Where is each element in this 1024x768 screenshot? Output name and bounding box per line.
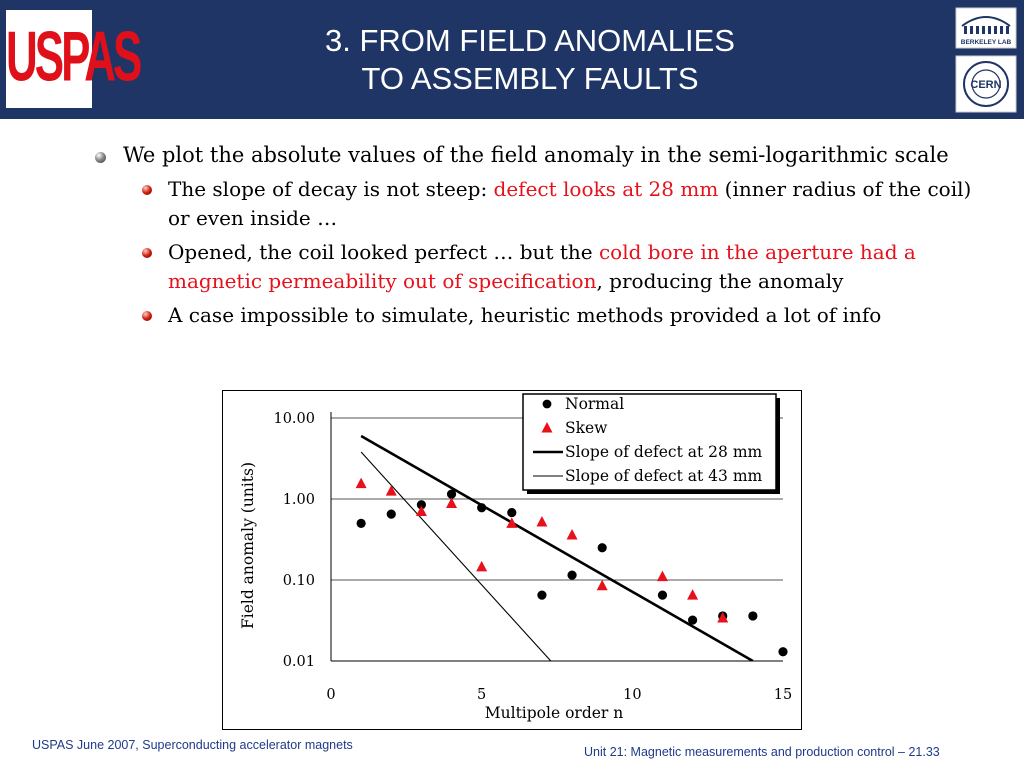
normal-point-9 xyxy=(657,590,668,600)
normal-point-13 xyxy=(778,647,788,657)
skew-point-4 xyxy=(476,560,488,572)
normal-point-2 xyxy=(416,500,426,510)
slide-title: 3. FROM FIELD ANOMALIES TO ASSEMBLY FAUL… xyxy=(190,22,870,98)
footer-right: Unit 21: Magnetic measurements and produ… xyxy=(584,745,940,759)
slope-28mm-line xyxy=(360,434,754,661)
field-anomaly-chart: 10.00 1.00 0.10 0.01 0 5 10 15 Multipole order n… xyxy=(239,393,792,722)
skew-point-8 xyxy=(596,579,608,591)
uspas-logo: USPAS xyxy=(6,10,142,108)
normal-point-3 xyxy=(446,489,457,499)
bullet-sub-3-marker xyxy=(142,311,152,321)
bullet-sub-1-text-b: (inner radius of the coil) or even insid… xyxy=(168,177,972,230)
legend-normal-label: Normal xyxy=(565,395,624,413)
y-axis-title: Field anomaly (units) xyxy=(239,462,257,629)
title-line-1: 3. FROM FIELD ANOMALIES xyxy=(325,23,735,58)
y-tick-label-10.00: 10.00 xyxy=(273,411,315,427)
y-tick-label-1.00: 1.00 xyxy=(283,492,315,508)
normal-point-10 xyxy=(688,615,698,625)
y-tick-label-0.10: 0.10 xyxy=(283,573,315,589)
bullet-main-text: We plot the absolute values of the field… xyxy=(123,143,949,167)
legend-skew-marker xyxy=(541,422,553,433)
cern-logo: CERN xyxy=(955,55,1017,113)
bullet-sub-1: The slope of decay is not steep: defect … xyxy=(142,175,995,233)
legend-slope-28mm-label: Slope of defect at 28 mm xyxy=(565,443,763,461)
normal-point-5 xyxy=(507,507,517,518)
legend-slope-43mm-label: Slope of defect at 43 mm xyxy=(565,467,763,485)
bullet-sub-1-marker xyxy=(142,185,152,195)
skew-point-5 xyxy=(506,517,518,528)
berkeley-lab-logo: BERKELEY LAB xyxy=(955,7,1017,49)
skew-point-6 xyxy=(536,516,548,527)
bullet-list: We plot the absolute values of the field… xyxy=(95,140,995,335)
bullet-main-marker xyxy=(95,152,106,163)
bullet-sub-3-text: A case impossible to simulate, heuristic… xyxy=(168,303,882,327)
x-tick-label-15: 15 xyxy=(774,687,792,703)
slide-header: USPAS 3. FROM FIELD ANOMALIES TO ASSEMBL… xyxy=(0,0,1024,119)
slope-43mm-line xyxy=(360,451,552,661)
skew-point-0 xyxy=(355,477,367,489)
skew-point-7 xyxy=(566,528,578,540)
bullet-sub-1-text-a: The slope of decay is not steep: xyxy=(168,177,494,201)
bullet-sub-2-text-b: , producing the anomaly xyxy=(596,269,844,293)
title-line-2: TO ASSEMBLY FAULTS xyxy=(361,61,699,96)
normal-point-4 xyxy=(477,503,487,513)
skew-point-1 xyxy=(385,485,397,496)
x-axis-title: Multipole order n xyxy=(485,704,623,722)
legend-skew-label: Skew xyxy=(565,419,608,437)
x-tick-label-10: 10 xyxy=(623,687,641,703)
x-tick-label-5: 5 xyxy=(477,687,486,703)
legend-box xyxy=(522,393,777,491)
chart-container: 10.00 1.00 0.10 0.01 0 5 10 15 Multipole order n… xyxy=(222,390,802,730)
x-tick-label-0: 0 xyxy=(326,687,335,703)
skew-point-9 xyxy=(656,570,668,582)
skew-point-2 xyxy=(415,505,427,517)
bullet-sub-2: Opened, the coil looked perfect … but th… xyxy=(142,238,995,296)
normal-point-0 xyxy=(356,518,366,528)
normal-point-8 xyxy=(597,543,607,553)
uspas-logo-text: USPAS xyxy=(6,18,142,97)
skew-point-3 xyxy=(446,497,458,508)
berkeley-logo-text: BERKELEY LAB xyxy=(961,39,1012,46)
cern-logo-text: CERN xyxy=(970,79,1001,91)
bullet-sub-2-text-a: Opened, the coil looked perfect … but th… xyxy=(168,240,599,264)
normal-point-7 xyxy=(567,570,577,580)
bullet-sub-1-highlight: defect looks at 28 mm xyxy=(493,177,719,201)
normal-point-6 xyxy=(537,590,547,600)
footer-left: USPAS June 2007, Superconducting acceler… xyxy=(32,738,353,752)
y-tick-label-0.01: 0.01 xyxy=(283,654,315,670)
skew-point-10 xyxy=(687,589,699,600)
normal-point-12 xyxy=(748,611,758,621)
bullet-sub-2-highlight: cold bore in the aperture had a magnetic… xyxy=(168,240,916,293)
normal-point-1 xyxy=(386,509,396,519)
bullet-sub-3: A case impossible to simulate, heuristic… xyxy=(142,301,995,330)
skew-point-11 xyxy=(717,611,729,623)
bullet-main: We plot the absolute values of the field… xyxy=(95,140,995,171)
lab-logos: BERKELEY LAB CERN xyxy=(955,7,1017,113)
legend-normal-marker xyxy=(542,399,552,409)
bullet-sub-2-marker xyxy=(142,248,152,258)
